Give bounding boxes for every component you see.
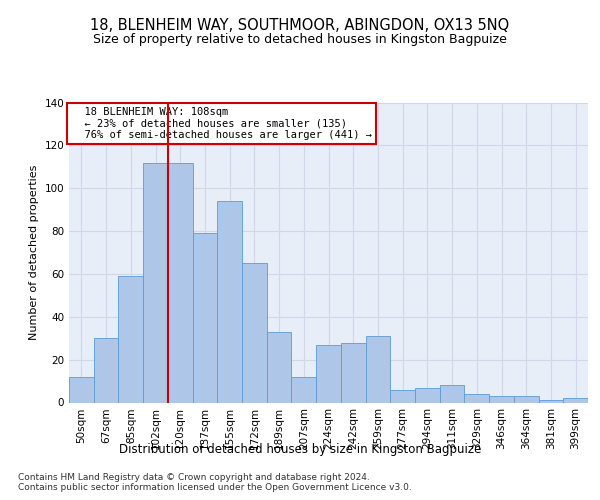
Bar [242, 263, 267, 402]
Bar [69, 377, 94, 402]
Bar [118, 276, 143, 402]
Bar [415, 388, 440, 402]
Bar [143, 162, 168, 402]
Bar [341, 342, 365, 402]
Text: Distribution of detached houses by size in Kingston Bagpuize: Distribution of detached houses by size … [119, 442, 481, 456]
Bar [464, 394, 489, 402]
Text: 18, BLENHEIM WAY, SOUTHMOOR, ABINGDON, OX13 5NQ: 18, BLENHEIM WAY, SOUTHMOOR, ABINGDON, O… [91, 18, 509, 32]
Bar [489, 396, 514, 402]
Text: Contains HM Land Registry data © Crown copyright and database right 2024.
Contai: Contains HM Land Registry data © Crown c… [18, 472, 412, 492]
Bar [514, 396, 539, 402]
Bar [217, 201, 242, 402]
Bar [267, 332, 292, 402]
Bar [316, 344, 341, 403]
Bar [292, 377, 316, 402]
Bar [440, 386, 464, 402]
Text: 18 BLENHEIM WAY: 108sqm
  ← 23% of detached houses are smaller (135)
  76% of se: 18 BLENHEIM WAY: 108sqm ← 23% of detache… [71, 107, 371, 140]
Bar [94, 338, 118, 402]
Text: Size of property relative to detached houses in Kingston Bagpuize: Size of property relative to detached ho… [93, 32, 507, 46]
Bar [365, 336, 390, 402]
Bar [193, 233, 217, 402]
Bar [539, 400, 563, 402]
Y-axis label: Number of detached properties: Number of detached properties [29, 165, 39, 340]
Bar [563, 398, 588, 402]
Bar [168, 162, 193, 402]
Bar [390, 390, 415, 402]
